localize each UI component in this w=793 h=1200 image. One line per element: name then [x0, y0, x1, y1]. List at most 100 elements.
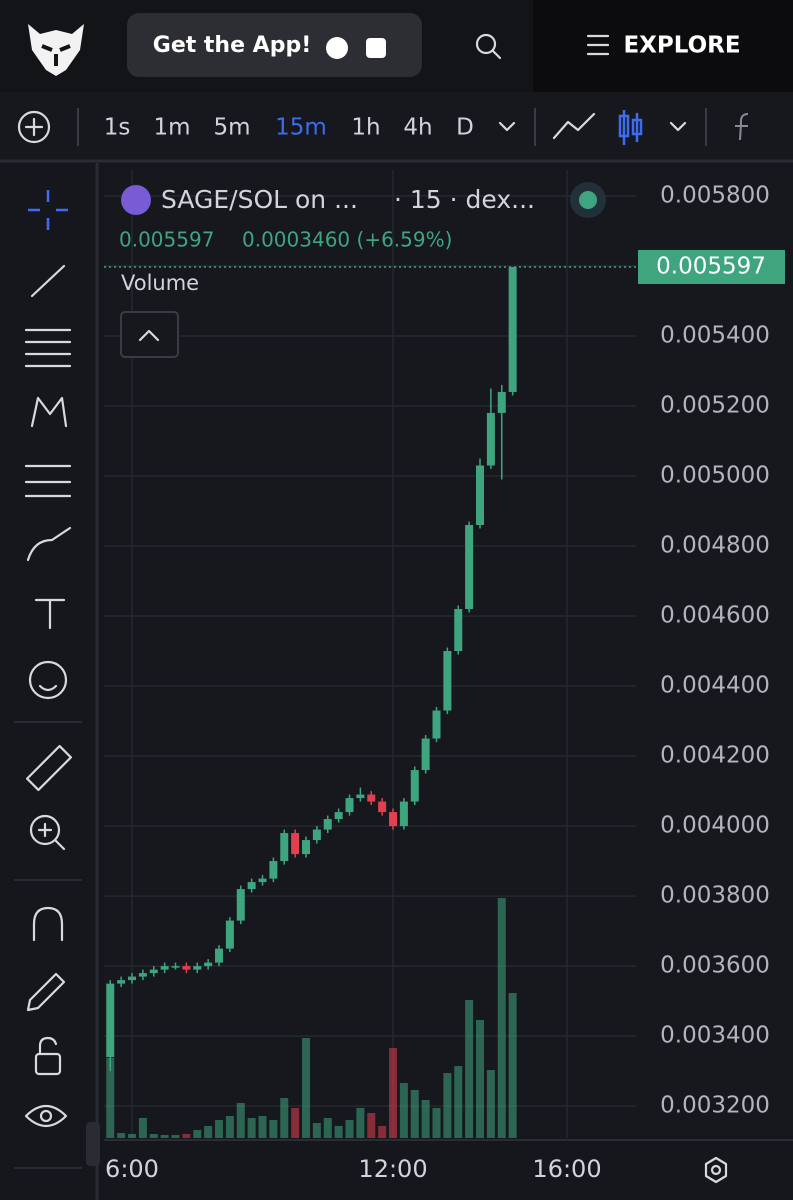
search-icon[interactable] — [475, 33, 497, 55]
candle-body — [182, 966, 191, 970]
interval-option[interactable]: 4h — [403, 115, 432, 141]
ruler-tool[interactable] — [25, 744, 73, 792]
interval-option[interactable]: 5m — [213, 115, 250, 141]
collapse-tools[interactable] — [86, 1122, 100, 1166]
candle-body — [323, 819, 332, 830]
dropdown-arrow[interactable] — [498, 121, 516, 132]
tool-column — [0, 163, 96, 1200]
candle-body — [367, 794, 376, 802]
add-symbol-icon[interactable] — [17, 110, 51, 144]
candle-body — [389, 812, 398, 827]
x-tick-label: 16:00 — [532, 1155, 601, 1183]
interval-option[interactable]: 1s — [104, 115, 131, 141]
y-tick-label: 0.004800 — [660, 532, 770, 558]
settings-icon[interactable] — [704, 1156, 728, 1184]
candle-body — [443, 651, 452, 711]
logo-detail — [41, 44, 71, 66]
dropdown-arrow[interactable] — [669, 121, 687, 132]
interval-option[interactable]: D — [456, 115, 474, 141]
candle-body — [291, 833, 300, 855]
crosshair-tool[interactable] — [28, 190, 68, 230]
unlock-tool[interactable] — [34, 1052, 62, 1076]
candle-body — [399, 801, 408, 827]
candle-body — [345, 798, 354, 813]
candle-body — [225, 920, 234, 949]
volume-bars — [106, 898, 517, 1138]
candle-body — [312, 829, 321, 841]
lock-drawing-tool[interactable] — [26, 972, 66, 1012]
pattern-tool[interactable] — [30, 396, 68, 428]
collapse-legend[interactable] — [120, 311, 179, 358]
line-chart-icon[interactable] — [552, 112, 596, 140]
volume-bar — [236, 1103, 245, 1138]
visibility-tool[interactable] — [24, 1104, 68, 1128]
indicators-icon[interactable] — [735, 113, 749, 141]
emoji-smile — [38, 684, 58, 692]
candle-body — [160, 966, 169, 970]
candle-body — [432, 710, 441, 739]
interval-option[interactable]: 1m — [153, 115, 190, 141]
text-tool[interactable] — [34, 598, 66, 630]
volume-bar — [160, 1135, 169, 1138]
volume-bar — [367, 1113, 376, 1138]
symbol-icon — [121, 185, 151, 215]
brush-tool[interactable] — [26, 526, 72, 562]
fib-tool[interactable] — [24, 328, 72, 368]
y-tick-label: 0.005400 — [660, 322, 770, 348]
volume-bar — [128, 1134, 137, 1138]
volume-bar — [312, 1123, 321, 1138]
volume-bar — [106, 1058, 115, 1138]
prediction-tool[interactable] — [24, 464, 72, 498]
zoom-tool[interactable] — [29, 814, 61, 846]
y-tick-label: 0.003400 — [660, 1023, 770, 1049]
volume-bar — [171, 1135, 180, 1138]
volume-bar — [302, 1038, 311, 1138]
logo-shape — [28, 24, 84, 76]
settings-icon-center — [710, 1164, 722, 1176]
interval-option[interactable]: 15m — [275, 115, 327, 141]
unlock-shackle — [38, 1036, 58, 1056]
candle-body — [454, 609, 463, 652]
search-handle — [491, 49, 502, 60]
candle-body — [149, 969, 158, 974]
candle-body — [106, 983, 115, 1058]
candle-body — [378, 801, 387, 813]
volume-bar — [247, 1118, 256, 1138]
emoji-tool[interactable] — [28, 660, 68, 700]
candle-body — [171, 966, 180, 968]
get-app-button[interactable] — [127, 13, 422, 77]
collapse-arrow — [138, 329, 160, 342]
volume-bar — [138, 1118, 147, 1138]
candle-body — [193, 966, 202, 970]
volume-bar — [476, 1020, 485, 1138]
y-tick-label: 0.004000 — [660, 813, 770, 839]
candle-body — [356, 794, 365, 799]
last-price-tag — [638, 249, 785, 284]
volume-bar — [215, 1120, 224, 1138]
volume-bar — [443, 1073, 452, 1138]
volume-bar — [204, 1126, 213, 1138]
volume-bar — [399, 1083, 408, 1138]
legend-change: 0.0003460 (+6.59%) — [242, 228, 452, 252]
interval-option[interactable]: 1h — [351, 115, 380, 141]
candle-body — [269, 861, 278, 879]
symbol-name[interactable]: SAGE/SOL on ... — [161, 185, 358, 214]
trendline-tool[interactable] — [30, 264, 66, 298]
candle-body — [476, 465, 485, 525]
candle-body — [334, 812, 343, 820]
candle-body — [486, 412, 495, 466]
candle-body — [258, 878, 267, 883]
menu-icon[interactable] — [586, 34, 610, 56]
candle-body — [236, 889, 245, 921]
candle-body — [465, 524, 474, 610]
volume-bar — [149, 1134, 158, 1138]
candle-body — [128, 976, 137, 981]
volume-bar — [356, 1108, 365, 1138]
magnet-tool[interactable] — [32, 906, 64, 942]
volume-bar — [269, 1120, 278, 1138]
logo[interactable] — [28, 24, 84, 76]
candle-body — [497, 391, 506, 413]
explore-label[interactable]: EXPLORE — [623, 33, 740, 59]
candle-body — [138, 973, 147, 977]
